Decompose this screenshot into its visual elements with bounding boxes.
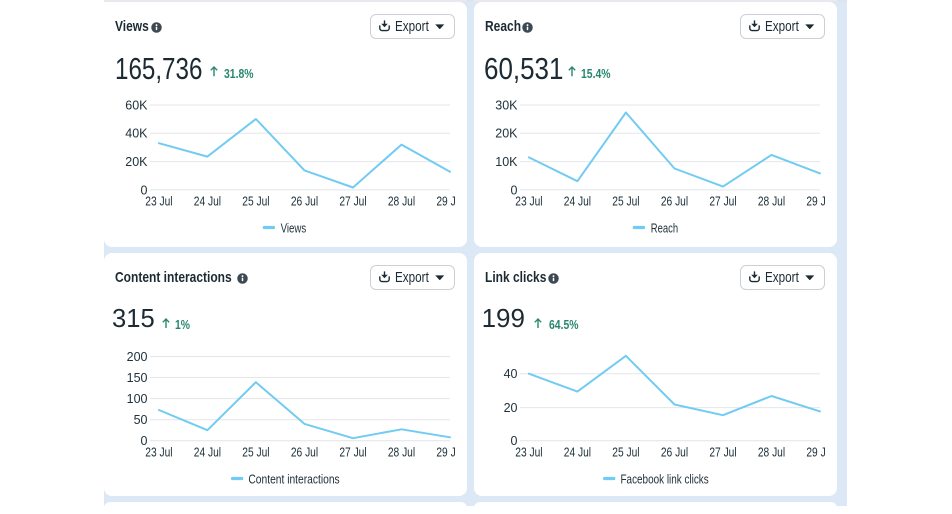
svg-text:0: 0 (511, 183, 518, 197)
svg-text:24 Jul: 24 Jul (194, 194, 221, 208)
svg-text:24 Jul: 24 Jul (194, 445, 221, 459)
svg-text:200: 200 (127, 350, 148, 364)
svg-text:27 Jul: 27 Jul (339, 445, 366, 459)
svg-text:29 Jul: 29 Jul (806, 445, 826, 459)
svg-text:25 Jul: 25 Jul (242, 194, 269, 208)
svg-text:Content interactions: Content interactions (248, 472, 339, 486)
svg-text:Views: Views (281, 221, 307, 235)
svg-text:26 Jul: 26 Jul (661, 445, 688, 459)
svg-text:40K: 40K (125, 127, 148, 141)
svg-text:23 Jul: 23 Jul (515, 445, 542, 459)
svg-text:26 Jul: 26 Jul (291, 445, 318, 459)
svg-text:30K: 30K (495, 98, 518, 112)
svg-text:29 Jul: 29 Jul (806, 194, 826, 208)
svg-text:20: 20 (504, 401, 518, 415)
svg-text:23 Jul: 23 Jul (515, 194, 542, 208)
svg-text:20K: 20K (495, 127, 518, 141)
svg-text:25 Jul: 25 Jul (242, 445, 269, 459)
svg-text:150: 150 (127, 371, 148, 385)
svg-text:28 Jul: 28 Jul (758, 194, 785, 208)
svg-text:23 Jul: 23 Jul (145, 194, 172, 208)
svg-text:0: 0 (511, 434, 518, 448)
svg-text:10K: 10K (495, 155, 518, 169)
svg-text:20K: 20K (125, 155, 148, 169)
svg-text:50: 50 (134, 413, 148, 427)
svg-text:28 Jul: 28 Jul (388, 445, 415, 459)
svg-text:24 Jul: 24 Jul (564, 445, 591, 459)
svg-text:0: 0 (141, 183, 148, 197)
svg-text:29 Jul: 29 Jul (436, 445, 456, 459)
svg-text:40: 40 (504, 367, 518, 381)
svg-text:28 Jul: 28 Jul (758, 445, 785, 459)
svg-text:23 Jul: 23 Jul (145, 445, 172, 459)
svg-text:Reach: Reach (651, 221, 678, 235)
svg-text:26 Jul: 26 Jul (291, 194, 318, 208)
svg-text:27 Jul: 27 Jul (339, 194, 366, 208)
svg-text:26 Jul: 26 Jul (661, 194, 688, 208)
svg-text:27 Jul: 27 Jul (709, 194, 736, 208)
svg-text:0: 0 (141, 434, 148, 448)
svg-text:24 Jul: 24 Jul (564, 194, 591, 208)
svg-text:25 Jul: 25 Jul (612, 194, 639, 208)
svg-text:60K: 60K (125, 98, 148, 112)
svg-text:29 Jul: 29 Jul (436, 194, 456, 208)
svg-text:Facebook link clicks: Facebook link clicks (621, 472, 709, 486)
svg-text:100: 100 (127, 392, 148, 406)
svg-text:25 Jul: 25 Jul (612, 445, 639, 459)
svg-text:28 Jul: 28 Jul (388, 194, 415, 208)
svg-text:27 Jul: 27 Jul (709, 445, 736, 459)
